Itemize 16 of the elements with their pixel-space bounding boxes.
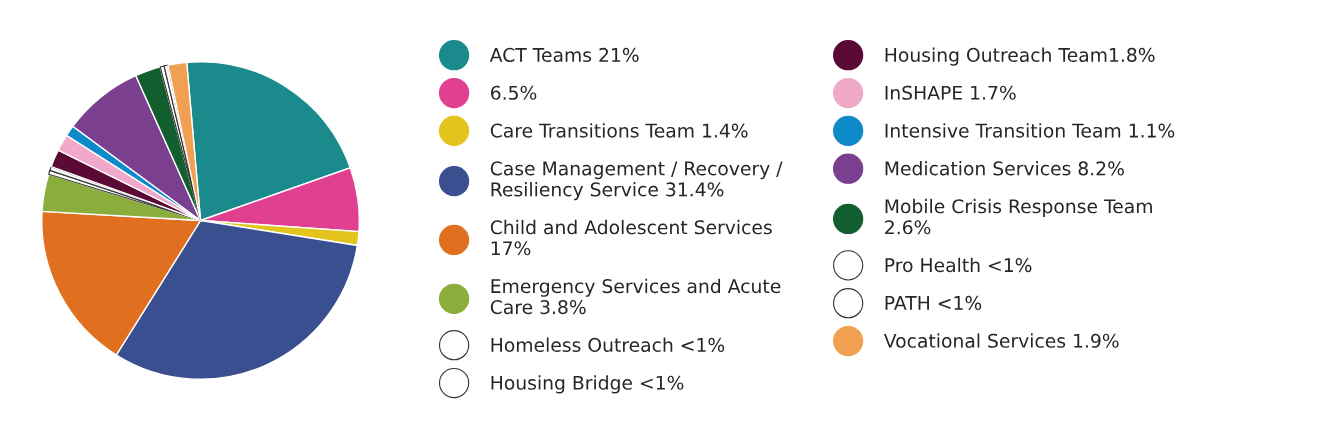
legend-label: Mobile Crisis Response Team 2.6% (885, 198, 1152, 235)
legend-label: Care Transitions Team 1.4% (490, 123, 748, 138)
legend-label: Medication Services 8.2% (885, 161, 1124, 176)
legend-label: Homeless Outreach <1% (491, 337, 725, 353)
legend-label: Housing Outreach Team1.8% (885, 47, 1155, 66)
legend-label: Case Management / Recovery / Resiliency Service 31.4% (490, 161, 783, 201)
legend-label: 6.5% (491, 85, 537, 100)
legend-label: Intensive Transition Team 1.1% (885, 123, 1175, 138)
legend-label: Vocational Services 1.9% (883, 333, 1119, 348)
legend-label: Pro Health <1% (885, 257, 1032, 273)
legend-label: Housing Bridge <1% (491, 375, 684, 394)
legend-label: ACT Teams 21% (489, 47, 639, 63)
legend-label: Emergency Services and Acute Care 3.8% (490, 278, 781, 315)
legend-label: Child and Adolescent Services 17% (490, 219, 772, 256)
legend-label: PATH <1% (885, 295, 982, 311)
legend-label: InSHAPE 1.7% (885, 85, 1016, 100)
